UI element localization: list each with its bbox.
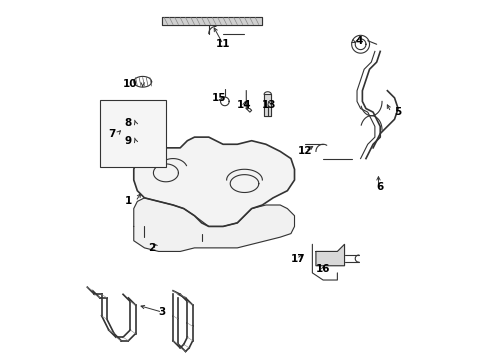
Text: 14: 14 (237, 100, 251, 110)
FancyBboxPatch shape (100, 100, 165, 167)
Text: 12: 12 (297, 147, 312, 157)
Text: 7: 7 (108, 129, 116, 139)
Polygon shape (124, 116, 148, 137)
Text: 4: 4 (354, 36, 362, 46)
Text: 13: 13 (262, 100, 276, 110)
Text: 16: 16 (315, 264, 330, 274)
Polygon shape (134, 137, 294, 226)
Text: 9: 9 (124, 136, 132, 146)
Text: 15: 15 (212, 93, 226, 103)
Polygon shape (264, 94, 271, 116)
Polygon shape (315, 244, 344, 266)
Polygon shape (134, 198, 294, 251)
Text: 5: 5 (394, 107, 401, 117)
Text: 17: 17 (290, 253, 305, 264)
Text: 8: 8 (124, 118, 132, 128)
Polygon shape (162, 18, 262, 24)
Text: 2: 2 (148, 243, 155, 253)
Text: 1: 1 (124, 197, 132, 206)
Text: 6: 6 (376, 182, 383, 192)
Text: 11: 11 (215, 39, 230, 49)
Text: 3: 3 (159, 307, 165, 317)
Text: 10: 10 (122, 78, 137, 89)
